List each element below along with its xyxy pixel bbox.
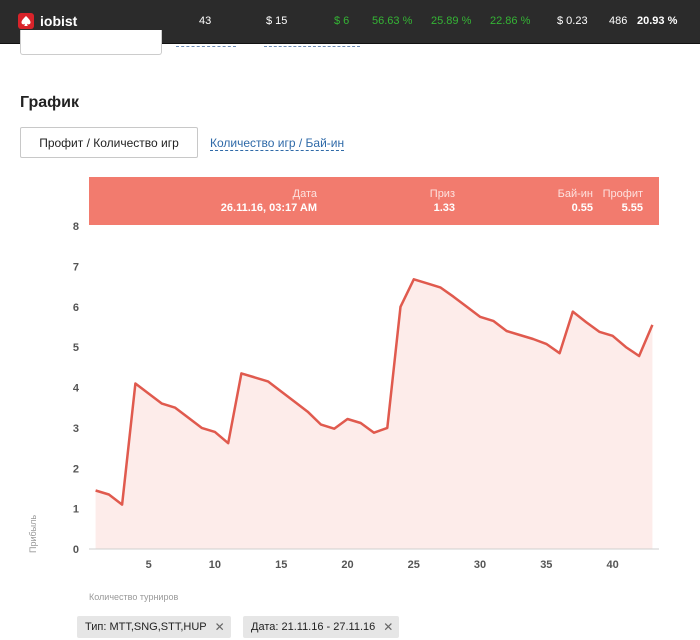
y-tick-label: 4 bbox=[73, 383, 80, 395]
filter-chip-date-label: Дата: 21.11.16 - 27.11.16 bbox=[251, 621, 376, 633]
close-icon[interactable]: ✕ bbox=[383, 620, 394, 634]
filter-chip-date: Дата: 21.11.16 - 27.11.16 ✕ bbox=[243, 616, 400, 638]
hidden-link-1[interactable] bbox=[176, 45, 236, 47]
x-tick-label: 30 bbox=[474, 559, 486, 571]
hidden-dropdown-button[interactable] bbox=[20, 30, 162, 55]
stat-profit: $ 6 bbox=[334, 15, 350, 27]
tooltip-prize: Приз 1.33 bbox=[430, 188, 455, 215]
y-tick-label: 6 bbox=[73, 302, 79, 314]
y-tick-label: 3 bbox=[73, 423, 79, 435]
tooltip-buyin-label: Бай-ин bbox=[557, 188, 593, 200]
pokerstars-logo-icon bbox=[18, 13, 34, 29]
stat-ev: 22.86 % bbox=[490, 15, 531, 27]
tooltip-buyin-value: 0.55 bbox=[571, 202, 593, 214]
x-axis-label: Количество турниров bbox=[89, 592, 178, 602]
y-tick-label: 2 bbox=[73, 463, 79, 475]
y-axis-label: Прибыль bbox=[28, 515, 38, 553]
x-tick-label: 5 bbox=[146, 559, 152, 571]
tooltip-profit-label: Профит bbox=[602, 188, 643, 200]
y-tick-label: 8 bbox=[73, 221, 79, 233]
tooltip-profit-value: 5.55 bbox=[621, 202, 643, 214]
tooltip-date-label: Дата bbox=[292, 188, 317, 200]
tab-games-buyin[interactable]: Количество игр / Бай-ин bbox=[210, 136, 345, 151]
brand-name: iobist bbox=[40, 13, 78, 29]
stat-games: 43 bbox=[199, 15, 212, 27]
profit-area bbox=[95, 279, 653, 549]
stat-count: 486 bbox=[609, 15, 628, 27]
tooltip-profit: Профит 5.55 bbox=[603, 188, 643, 215]
stat-buyin: $ 15 bbox=[266, 15, 288, 27]
x-tick-label: 20 bbox=[341, 559, 353, 571]
filter-chip-type: Тип: MTT,SNG,STT,HUP ✕ bbox=[77, 616, 231, 638]
close-icon[interactable]: ✕ bbox=[214, 620, 225, 634]
hidden-link-2[interactable] bbox=[264, 45, 360, 47]
stat-itm: 25.89 % bbox=[431, 15, 472, 27]
tooltip-prize-label: Приз bbox=[429, 188, 455, 200]
tooltip-date: Дата 26.11.16, 03:17 AM bbox=[221, 188, 317, 215]
tooltip-buyin: Бай-ин 0.55 bbox=[558, 188, 593, 215]
x-tick-label: 40 bbox=[606, 559, 618, 571]
tooltip-prize-value: 1.33 bbox=[433, 202, 455, 214]
x-tick-label: 10 bbox=[209, 559, 221, 571]
x-tick-label: 15 bbox=[275, 559, 287, 571]
x-tick-label: 35 bbox=[540, 559, 552, 571]
y-tick-label: 5 bbox=[73, 342, 79, 354]
filter-chip-type-label: Тип: MTT,SNG,STT,HUP bbox=[85, 621, 207, 633]
profit-line bbox=[95, 278, 654, 506]
chart-tooltip: Дата 26.11.16, 03:17 AM Приз 1.33 Бай-ин… bbox=[89, 177, 659, 225]
x-tick-label: 25 bbox=[408, 559, 420, 571]
tooltip-date-value: 26.11.16, 03:17 AM bbox=[220, 202, 317, 214]
stat-avg-profit: $ 0.23 bbox=[557, 15, 588, 27]
tab-profit-games[interactable]: Профит / Количество игр bbox=[20, 127, 198, 158]
stat-roi: 56.63 % bbox=[372, 15, 413, 27]
stat-abi: 20.93 % bbox=[637, 15, 678, 27]
graph-section-title: График bbox=[20, 94, 79, 111]
y-tick-label: 7 bbox=[73, 261, 79, 273]
y-tick-label: 0 bbox=[73, 544, 79, 556]
y-tick-label: 1 bbox=[73, 504, 79, 516]
